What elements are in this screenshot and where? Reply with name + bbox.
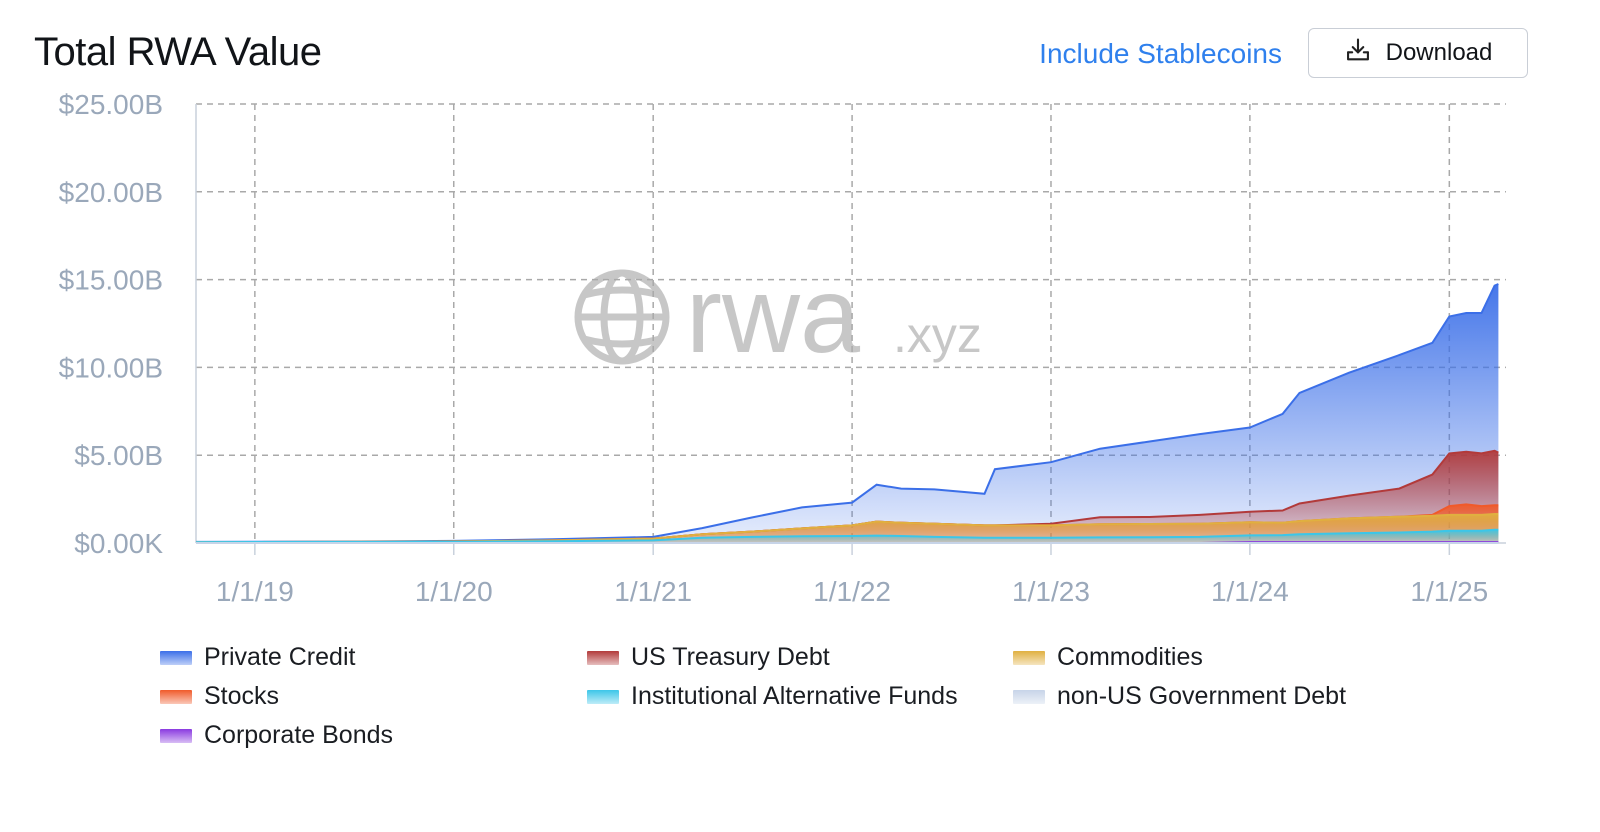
download-button[interactable]: Download [1308, 28, 1528, 78]
line-private_credit [195, 283, 1499, 543]
x-tick-label: 1/1/21 [614, 576, 692, 607]
legend-item-us_treasury[interactable]: US Treasury Debt [587, 643, 1013, 671]
y-tick-label: $0.00K [74, 528, 163, 559]
legend-label: Commodities [1057, 643, 1203, 671]
legend-label: US Treasury Debt [631, 643, 830, 671]
y-tick-label: $25.00B [59, 89, 163, 120]
legend-item-corporate_bonds[interactable]: Corporate Bonds [160, 721, 587, 749]
legend-item-private_credit[interactable]: Private Credit [160, 643, 587, 671]
area-private_credit [196, 284, 1499, 543]
chart-header: Total RWA Value Include Stablecoins Down… [0, 0, 1600, 100]
x-tick-label: 1/1/19 [216, 576, 294, 607]
x-tick-label: 1/1/22 [813, 576, 891, 607]
x-axis: 1/1/19 1/1/20 1/1/21 1/1/22 1/1/23 1/1/24 1/1/… [216, 576, 1488, 607]
line-institutional_alt [195, 528, 1499, 544]
y-tick-label: $20.00B [59, 177, 163, 208]
legend-swatch [1013, 689, 1045, 704]
area-us_treasury [196, 450, 1499, 543]
x-tick-label: 1/1/25 [1410, 576, 1488, 607]
series-areas [195, 283, 1499, 544]
legend-item-non_us_gov[interactable]: non-US Government Debt [1013, 682, 1413, 710]
download-icon [1344, 36, 1372, 71]
legend-label: Private Credit [204, 643, 356, 671]
line-commodities [195, 513, 1499, 544]
x-tick-label: 1/1/20 [415, 576, 493, 607]
legend-swatch [1013, 650, 1045, 665]
y-tick-label: $15.00B [59, 265, 163, 296]
legend-swatch [160, 650, 192, 665]
area-commodities [196, 514, 1499, 543]
watermark-brand: rwa [686, 254, 861, 375]
include-stablecoins-toggle[interactable]: Include Stablecoins [1039, 38, 1282, 69]
legend-item-commodities[interactable]: Commodities [1013, 643, 1413, 671]
watermark: rwa .xyz [574, 254, 982, 375]
y-tick-label: $10.00B [59, 352, 163, 383]
legend-label: Stocks [204, 682, 280, 710]
x-tick-label: 1/1/23 [1012, 576, 1090, 607]
legend-item-institutional_alt[interactable]: Institutional Alternative Funds [587, 682, 1013, 710]
legend-swatch [587, 689, 619, 704]
y-axis: $0.00K $5.00B $10.00B $15.00B $20.00B $25.00B [59, 89, 164, 559]
rwa-area-chart: rwa .xyz $0.00K $5.00B $10.00B $15.00B $20.0… [59, 89, 1506, 607]
legend-item-stocks[interactable]: Stocks [160, 682, 587, 710]
legend-swatch [587, 650, 619, 665]
legend-swatch [160, 689, 192, 704]
legend-swatch [160, 728, 192, 743]
legend-label: non-US Government Debt [1057, 682, 1347, 710]
legend: Private Credit US Treasury Debt Commoditie… [160, 643, 1460, 749]
download-label: Download [1385, 39, 1493, 66]
x-tick-label: 1/1/24 [1211, 576, 1289, 607]
y-tick-label: $5.00B [74, 440, 163, 471]
watermark-suffix: .xyz [893, 307, 982, 363]
legend-label: Corporate Bonds [204, 721, 394, 749]
legend-label: Institutional Alternative Funds [631, 682, 958, 710]
page-title: Total RWA Value [34, 30, 322, 74]
